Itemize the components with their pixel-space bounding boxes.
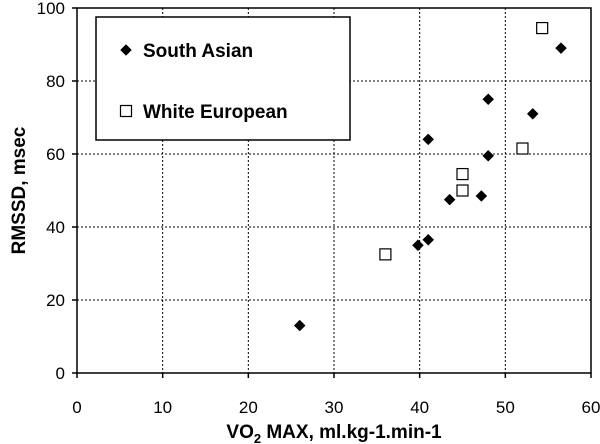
series-1	[293, 42, 567, 332]
x-tick-label: 30	[325, 398, 344, 417]
data-point	[456, 184, 469, 197]
data-point	[536, 21, 549, 35]
data-point	[443, 193, 456, 206]
data-point	[379, 248, 392, 261]
x-tick-label: 60	[582, 398, 600, 417]
axis-ticks: 0 10 20 30 40 50 60 0 20 40 60 80 100	[37, 0, 600, 417]
legend-marker	[120, 44, 132, 56]
y-tick-label: 60	[46, 145, 65, 164]
x-tick-label: 10	[153, 398, 172, 417]
series-2	[379, 21, 549, 261]
x-tick-label: 0	[72, 398, 81, 417]
data-point	[526, 107, 539, 120]
y-tick-label: 0	[56, 364, 65, 383]
x-axis-title-unit: MAX, ml.kg-1.min-1	[261, 422, 442, 443]
gridlines	[77, 8, 591, 373]
legend-box	[95, 16, 351, 141]
legend-label: South Asian	[143, 41, 253, 62]
data-point	[456, 167, 469, 181]
data-point	[482, 149, 495, 162]
data-point	[412, 239, 424, 252]
y-axis-title: RMSSD, msec	[9, 126, 30, 254]
data-point	[293, 319, 306, 332]
x-axis-title-main: VO	[226, 422, 253, 443]
data-point	[422, 233, 435, 246]
y-tick-label: 20	[46, 291, 65, 310]
legend: South Asian White European	[95, 16, 351, 141]
data-point	[475, 190, 488, 202]
x-tick-label: 40	[410, 398, 429, 417]
data-point	[516, 142, 529, 155]
data-point	[555, 42, 567, 55]
y-tick-label: 100	[37, 0, 65, 18]
y-tick-label: 40	[46, 218, 65, 237]
data-point	[422, 133, 435, 146]
x-tick-label: 20	[239, 398, 258, 417]
legend-label: White European	[143, 102, 288, 123]
x-tick-label: 50	[496, 398, 515, 417]
y-tick-label: 80	[46, 72, 65, 91]
data-points	[293, 21, 567, 332]
legend-marker	[119, 104, 133, 118]
x-axis-title: VO2 MAX, ml.kg-1.min-1	[226, 422, 442, 444]
data-point	[482, 93, 495, 106]
x-axis-title-subscript: 2	[254, 431, 261, 444]
